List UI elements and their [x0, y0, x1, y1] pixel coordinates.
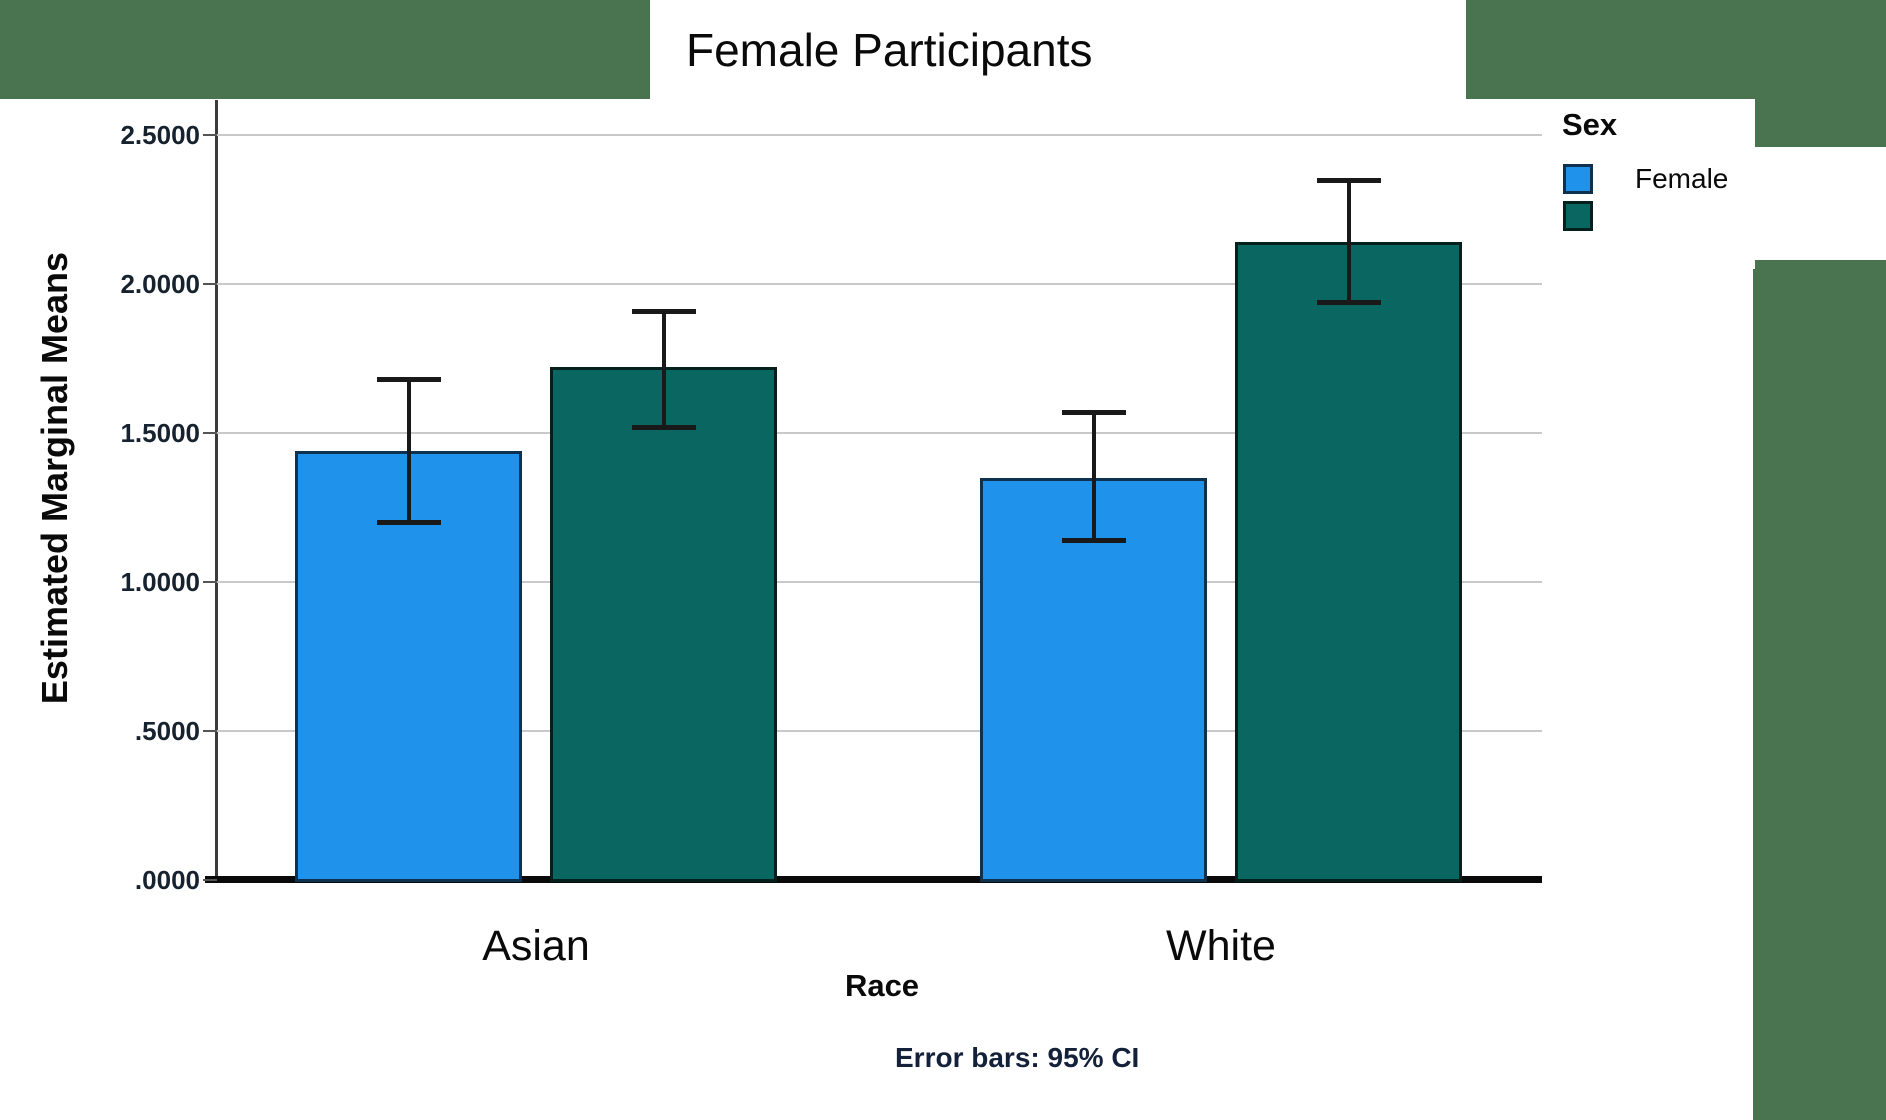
y-tick-mark: [203, 283, 217, 285]
error-bar-asian-female-line: [406, 379, 411, 523]
error-bar-white-female-cap-upper: [1061, 410, 1126, 416]
frame-top-right: [1466, 0, 1886, 99]
category-label-asian: Asian: [482, 922, 590, 970]
error-bar-asian-series2-line: [661, 310, 666, 428]
bar-white-female: [980, 477, 1207, 882]
x-axis-title: Race: [844, 968, 920, 1003]
bar-asian-female: [295, 450, 522, 882]
y-tick-mark: [203, 879, 217, 881]
y-tick-label: 2.5000: [120, 120, 200, 150]
bar-white-series2: [1235, 242, 1462, 882]
frame-right-upper: [1753, 99, 1886, 147]
gridline: [217, 432, 1542, 434]
gridline: [217, 581, 1542, 583]
y-tick-label: 1.0000: [120, 567, 200, 597]
bar-asian-series2: [550, 367, 777, 882]
gridline: [217, 730, 1542, 732]
legend-label-female: Female: [1635, 163, 1729, 194]
x-axis-line: [205, 876, 1542, 883]
y-tick-label: 1.5000: [120, 418, 200, 448]
y-tick-label: .5000: [134, 716, 200, 746]
frame-right-lower: [1753, 260, 1886, 1120]
y-tick-mark: [203, 581, 217, 583]
y-tick-label: .0000: [134, 865, 200, 895]
error-bar-asian-female-cap-upper: [376, 377, 441, 383]
error-bars-caption: Error bars: 95% CI: [895, 1042, 1140, 1073]
chart-title: Female Participants: [686, 23, 1093, 76]
error-bar-white-series2-cap-lower: [1316, 299, 1381, 305]
gridline: [217, 283, 1542, 285]
error-bar-white-female-cap-lower: [1061, 538, 1126, 544]
error-bar-white-female-line: [1091, 412, 1096, 541]
frame-top-left: [0, 0, 650, 99]
y-tick-label: 2.0000: [120, 269, 200, 299]
gridline: [217, 134, 1542, 136]
error-bar-white-series2-cap-upper: [1316, 177, 1381, 183]
legend-swatch-female: [1563, 164, 1593, 194]
error-bar-asian-series2-cap-upper: [631, 308, 696, 314]
y-tick-mark: [203, 134, 217, 136]
error-bar-asian-series2-cap-lower: [631, 425, 696, 431]
legend-swatch-series2: [1563, 201, 1593, 231]
legend-title: Sex: [1562, 107, 1618, 142]
y-tick-mark: [203, 730, 217, 732]
category-label-white: White: [1166, 922, 1276, 970]
title-box: Female Participants: [650, 0, 1466, 99]
y-axis-line: [215, 100, 218, 880]
y-tick-mark: [203, 432, 217, 434]
error-bar-asian-female-cap-lower: [376, 520, 441, 526]
error-bar-white-series2-line: [1346, 179, 1351, 302]
legend-box: Sex Female: [1543, 99, 1755, 269]
